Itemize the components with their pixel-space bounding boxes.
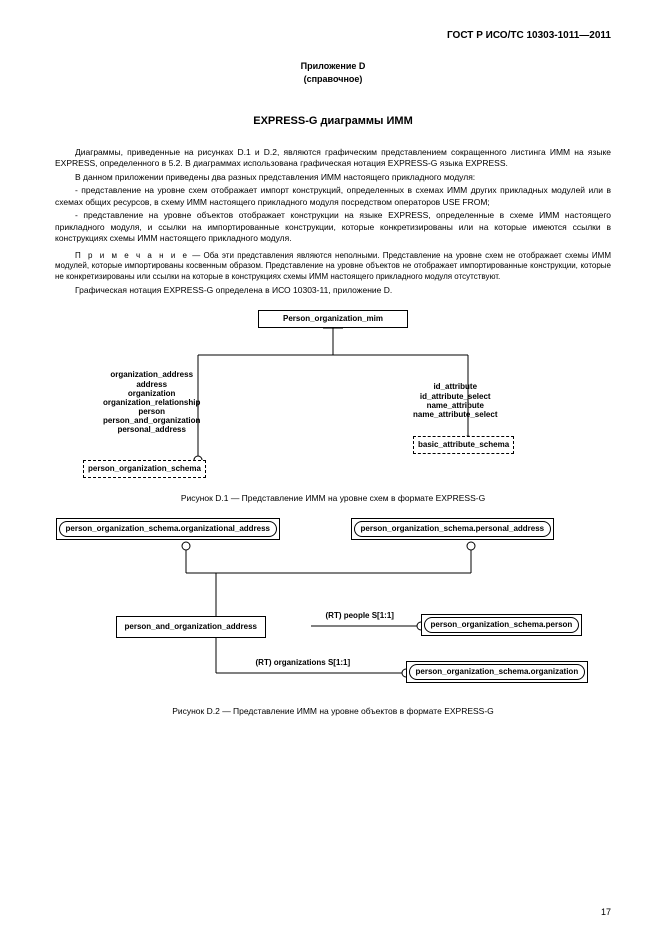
- para-1: Диаграммы, приведенные на рисунках D.1 и…: [55, 147, 611, 170]
- figure-d2-caption: Рисунок D.2 — Представление ИММ на уровн…: [55, 706, 611, 717]
- d1-left-schema-box: person_organization_schema: [83, 460, 206, 478]
- d1-left-labels: organization_address address organizatio…: [103, 370, 200, 434]
- figure-d2: person_organization_schema.organizationa…: [56, 518, 611, 698]
- d2-bot-right-label: person_organization_schema.organization: [409, 664, 586, 680]
- d2-rel2-label: (RT) organizations S[1:1]: [256, 658, 351, 667]
- note: П р и м е ч а н и е — Оба эти представле…: [55, 251, 611, 283]
- figure-d1-caption: Рисунок D.1 — Представление ИММ на уровн…: [55, 493, 611, 504]
- d2-top-right-label: person_organization_schema.personal_addr…: [354, 521, 552, 537]
- d2-mid-right-label: person_organization_schema.person: [424, 617, 580, 633]
- d2-rel1-label: (RT) people S[1:1]: [326, 611, 394, 620]
- para-5: Графическая нотация EXPRESS-G определена…: [55, 285, 611, 296]
- page: ГОСТ Р ИСО/ТС 10303-1011—2011 Приложение…: [0, 0, 661, 936]
- section-title: EXPRESS-G диаграммы ИММ: [55, 115, 611, 129]
- appendix-sub: (справочное): [55, 74, 611, 85]
- d2-bot-right-box: person_organization_schema.organization: [406, 661, 589, 683]
- d2-top-left-label: person_organization_schema.organizationa…: [59, 521, 278, 537]
- d2-mid-right-box: person_organization_schema.person: [421, 614, 583, 636]
- appendix-label: Приложение D: [55, 61, 611, 72]
- d1-top-box: Person_organization_mim: [258, 310, 408, 328]
- d2-mid-left-box: person_and_organization_address: [116, 616, 266, 638]
- figure-d1: Person_organization_mim organization_add…: [63, 310, 603, 485]
- d2-top-left-box: person_organization_schema.organizationa…: [56, 518, 281, 540]
- note-label: П р и м е ч а н и е: [75, 251, 189, 260]
- para-3: - представление на уровне схем отображае…: [55, 185, 611, 208]
- standard-header: ГОСТ Р ИСО/ТС 10303-1011—2011: [55, 30, 611, 43]
- para-4: - представление на уровне объектов отобр…: [55, 210, 611, 244]
- d2-top-right-box: person_organization_schema.personal_addr…: [351, 518, 555, 540]
- para-2: В данном приложении приведены два разных…: [55, 172, 611, 183]
- d1-right-labels: id_attribute id_attribute_select name_at…: [413, 382, 497, 419]
- d1-right-schema-box: basic_attribute_schema: [413, 436, 514, 454]
- page-number: 17: [601, 907, 611, 918]
